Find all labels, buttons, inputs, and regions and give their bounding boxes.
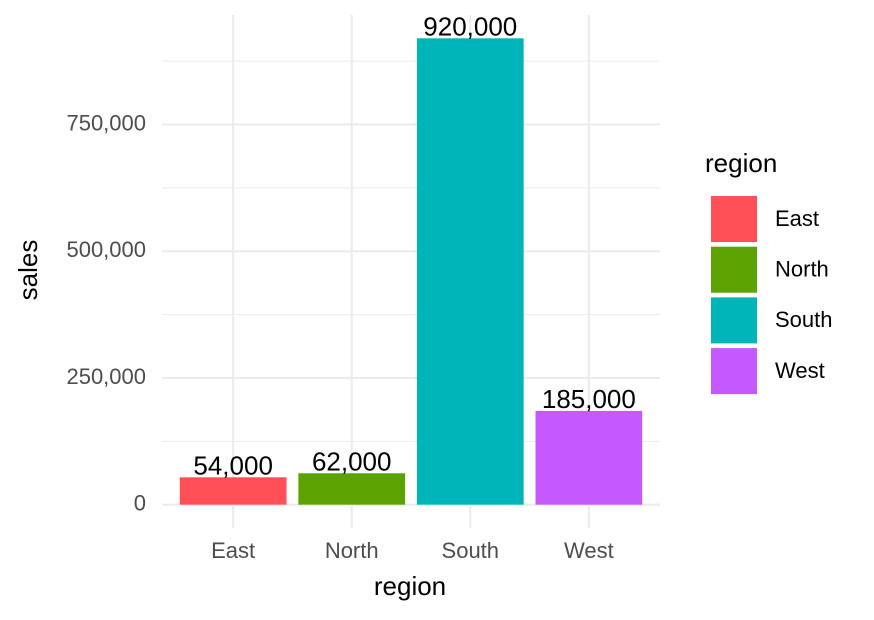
legend-key [711,246,757,293]
value-label: 185,000 [542,384,636,414]
x-tick-label: South [442,538,500,563]
legend-title: region [705,148,777,178]
value-label: 920,000 [423,11,517,41]
y-tick-label: 500,000 [66,237,146,262]
legend-label: East [775,206,819,231]
legend-key [711,348,757,395]
x-tick-label: West [564,538,614,563]
y-axis-title: sales [13,240,43,301]
bar [179,477,287,505]
y-tick-label: 750,000 [66,110,146,135]
x-axis-title: region [374,571,446,601]
x-tick-label: North [325,538,379,563]
y-tick-label: 0 [134,490,146,515]
value-label: 62,000 [312,446,392,476]
bar [298,473,406,505]
legend-label: South [775,307,833,332]
legend-label: North [775,257,829,282]
value-label: 54,000 [193,450,273,480]
legend-key [711,297,757,344]
legend-key [711,196,757,242]
legend-label: West [775,358,825,383]
bar [535,410,643,505]
bar [416,38,524,505]
x-tick-label: East [211,538,255,563]
y-tick-label: 250,000 [66,364,146,389]
